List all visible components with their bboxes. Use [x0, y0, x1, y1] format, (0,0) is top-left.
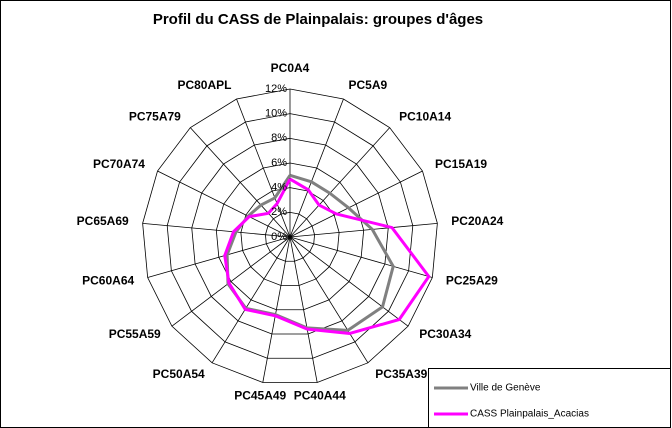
chart-title: Profil du CASS de Plainpalais: groupes d… [153, 11, 483, 28]
category-label: PC60A64 [82, 274, 134, 288]
category-label: PC75A79 [129, 109, 181, 123]
spoke [189, 127, 291, 238]
grid-ring [191, 137, 389, 335]
y-tick-label: 4% [271, 182, 287, 194]
spoke [289, 236, 369, 364]
spoke [262, 236, 291, 383]
category-label: PC50A54 [153, 367, 205, 381]
spoke [142, 222, 291, 238]
spoke [289, 222, 438, 238]
grid-ring [142, 88, 438, 383]
grid-ring [215, 162, 365, 311]
category-label: PC5A9 [349, 78, 388, 92]
category-label: PC55A59 [109, 327, 161, 341]
y-tick-label: 10% [265, 108, 287, 120]
spoke [157, 170, 291, 238]
grid-ring [166, 113, 414, 359]
category-label: PC80APL [177, 78, 231, 92]
spoke [289, 127, 391, 238]
series-line [223, 177, 431, 335]
y-tick-label: 6% [271, 157, 287, 169]
spoke [289, 236, 433, 278]
category-label: PC10A14 [399, 109, 451, 123]
spoke [289, 236, 318, 383]
spoke [171, 236, 291, 327]
category-label: PC20A24 [451, 214, 503, 228]
legend-label: Ville de Genève [470, 383, 541, 394]
y-tick-label: 0% [271, 231, 287, 243]
y-tick-label: 8% [271, 132, 287, 144]
spoke [236, 98, 291, 238]
category-label: PC40A44 [294, 388, 346, 402]
category-label: PC30A34 [419, 327, 471, 341]
y-tick-label: 2% [271, 206, 287, 218]
category-label: PC45A49 [234, 388, 286, 402]
category-label: PC35A39 [375, 367, 427, 381]
spoke [289, 170, 423, 238]
y-tick-label: 12% [265, 83, 287, 95]
category-label: PC65A69 [77, 214, 129, 228]
category-label: PC15A19 [435, 157, 487, 171]
grid-ring [265, 211, 315, 262]
legend-label: CASS Plainpalais_Acacias [470, 409, 589, 420]
category-label: PC25A29 [446, 274, 498, 288]
spoke [289, 98, 344, 238]
spoke [289, 236, 409, 327]
spoke [147, 236, 291, 278]
spoke [211, 236, 291, 364]
category-label: PC0A4 [271, 61, 310, 75]
category-label: PC70A74 [93, 157, 145, 171]
